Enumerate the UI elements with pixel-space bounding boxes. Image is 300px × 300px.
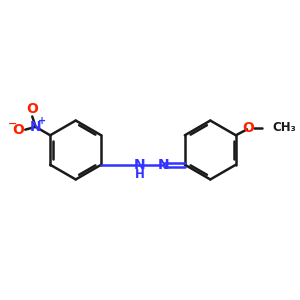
Text: O: O (242, 121, 254, 135)
Text: O: O (26, 103, 38, 116)
Text: N: N (158, 158, 169, 172)
Text: O: O (12, 123, 24, 137)
Text: CH₃: CH₃ (272, 122, 296, 134)
Text: N: N (134, 158, 146, 172)
Text: −: − (8, 119, 17, 129)
Text: H: H (135, 168, 145, 181)
Text: +: + (38, 116, 46, 126)
Text: N: N (30, 120, 41, 134)
